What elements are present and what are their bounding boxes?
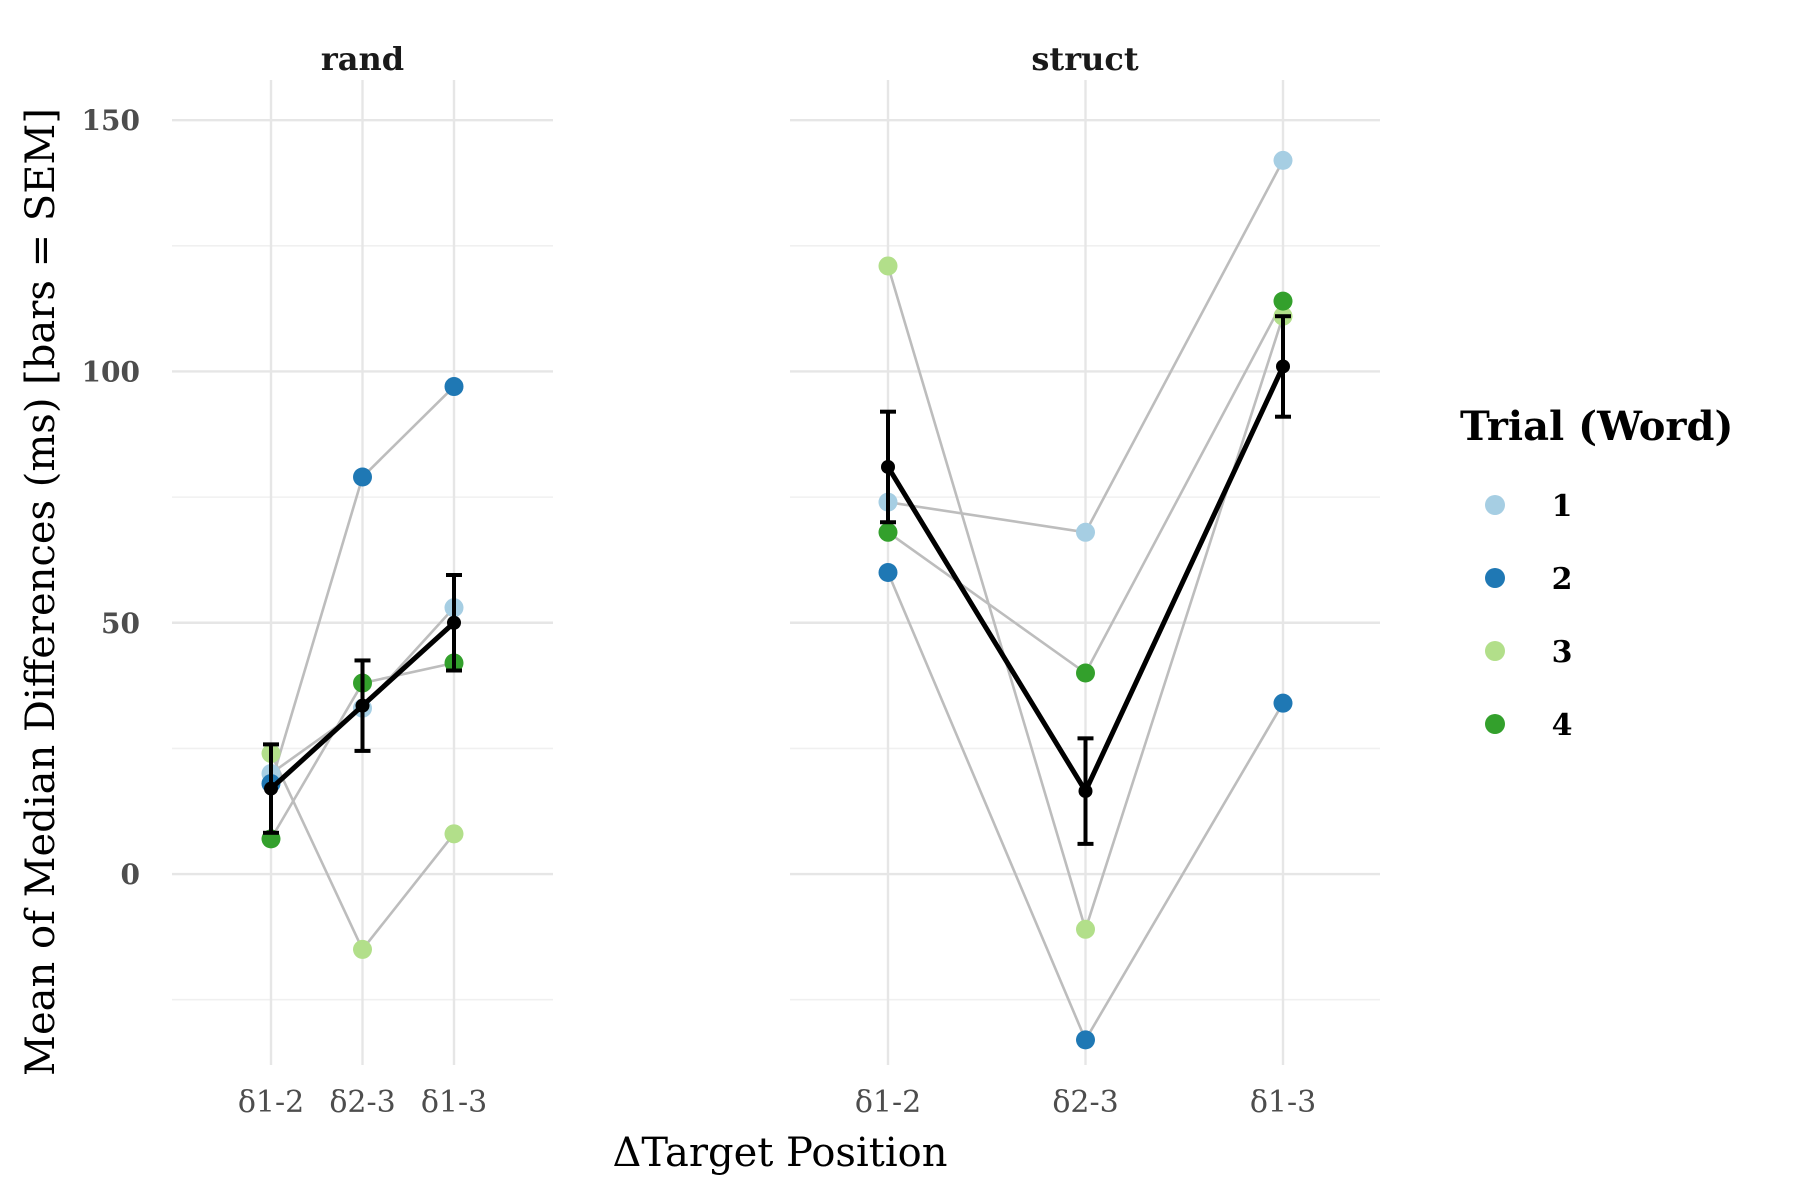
legend: Trial (Word) 1 2 3 4 [1460, 403, 1733, 743]
series-point-4 [1273, 291, 1293, 311]
mean-point [264, 781, 278, 796]
series-point-3 [444, 824, 464, 844]
legend-swatch-3 [1485, 641, 1505, 661]
y-tick-label: 50 [101, 607, 140, 640]
y-tick-label: 150 [82, 104, 140, 137]
x-tick-label: δ1-2 [238, 1085, 304, 1120]
legend-title: Trial (Word) [1460, 403, 1733, 450]
mean-layer [263, 314, 1291, 846]
mean-point [881, 459, 895, 474]
mean-point [1078, 784, 1093, 799]
x-tick-label: δ1-3 [1250, 1085, 1316, 1120]
series-point-1 [1076, 522, 1095, 542]
legend-swatch-4 [1485, 714, 1505, 734]
series-point-3 [1076, 919, 1095, 939]
y-tick-label: 0 [121, 858, 140, 891]
legend-swatch-2 [1485, 568, 1505, 588]
series-point-2 [1076, 1030, 1095, 1050]
series-point-2 [353, 467, 372, 487]
grid-layer [172, 80, 1380, 1065]
series-point-1 [1273, 150, 1293, 170]
x-tick-label: δ2-3 [1052, 1085, 1118, 1120]
legend-swatch-1 [1485, 495, 1505, 515]
panel-title: rand [321, 40, 404, 78]
mean-point [355, 698, 370, 713]
x-tick-label: δ2-3 [329, 1085, 395, 1120]
series-point-3 [878, 256, 898, 276]
series-point-4 [878, 522, 898, 542]
mean-point [447, 615, 461, 630]
y-axis-title: Mean of Median Differences (ms) [bars = … [18, 108, 64, 1076]
mean-point [1276, 359, 1290, 374]
series-point-2 [878, 563, 898, 582]
series-point-3 [353, 939, 372, 959]
legend-label-3: 3 [1552, 635, 1573, 670]
legend-label-1: 1 [1552, 489, 1573, 524]
text-layer: rand δ1-2 δ2-3 δ1-3 struct δ1-2 δ2-3 δ1-3 0 50 100… [18, 40, 1316, 1176]
series-point-4 [1076, 663, 1095, 683]
x-tick-label: δ1-2 [855, 1085, 921, 1120]
series-layer [261, 150, 1293, 1050]
panel-title: struct [1031, 40, 1138, 78]
x-axis-title: ΔTarget Position [613, 1130, 948, 1176]
series-point-2 [444, 377, 464, 397]
y-tick-label: 100 [82, 355, 140, 388]
legend-label-4: 4 [1552, 708, 1573, 743]
series-point-2 [1273, 693, 1293, 713]
x-tick-label: δ1-3 [421, 1085, 487, 1120]
legend-label-2: 2 [1552, 562, 1573, 597]
